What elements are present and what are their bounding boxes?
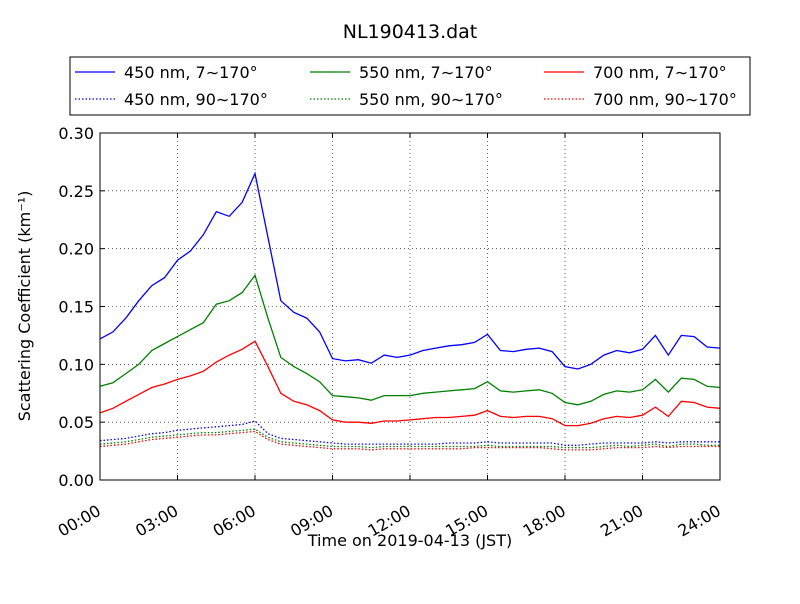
y-tick-label: 0.25 <box>58 182 94 201</box>
x-tick-label: 24:00 <box>675 501 724 541</box>
x-axis-label: Time on 2019-04-13 (JST) <box>307 531 512 550</box>
legend-label-5: 700 nm, 90∼170° <box>593 90 737 109</box>
grid <box>100 133 720 480</box>
series-line-2 <box>99 273 721 406</box>
series-line-4 <box>99 340 721 427</box>
y-tick-label: 0.20 <box>58 240 94 259</box>
y-tick-label: 0.00 <box>58 471 94 490</box>
x-tick-label: 03:00 <box>132 501 181 541</box>
legend-label-4: 700 nm, 7∼170° <box>593 63 727 82</box>
legend: 450 nm, 7∼170° 450 nm, 90∼170° 550 nm, 7∼1… <box>69 56 751 116</box>
legend-label-0: 450 nm, 7∼170° <box>124 63 258 82</box>
series-line-3 <box>99 428 720 449</box>
series-line-0 <box>99 171 721 370</box>
y-tick-label: 0.15 <box>58 298 94 317</box>
legend-label-1: 450 nm, 90∼170° <box>124 90 268 109</box>
series-line-5 <box>99 430 720 451</box>
y-tick-label: 0.05 <box>58 413 94 432</box>
y-tick-label: 0.30 <box>58 124 94 143</box>
x-tick-label: 06:00 <box>210 501 259 541</box>
y-tick-label: 0.10 <box>58 355 94 374</box>
y-axis-label: Scattering Coefficient (km⁻¹) <box>15 191 34 422</box>
legend-label-3: 550 nm, 90∼170° <box>359 90 503 109</box>
x-tick-label: 18:00 <box>520 501 569 541</box>
legend-label-2: 550 nm, 7∼170° <box>359 63 493 82</box>
chart-title: NL190413.dat <box>343 21 478 43</box>
plot-series <box>99 171 721 451</box>
legend-box <box>69 56 751 116</box>
x-tick-label: 21:00 <box>597 501 646 541</box>
x-tick-label: 00:00 <box>55 501 104 541</box>
axis-ticks: 00:00 03:00 06:00 09:00 12:00 15:00 18:00 21:00… <box>55 124 724 541</box>
